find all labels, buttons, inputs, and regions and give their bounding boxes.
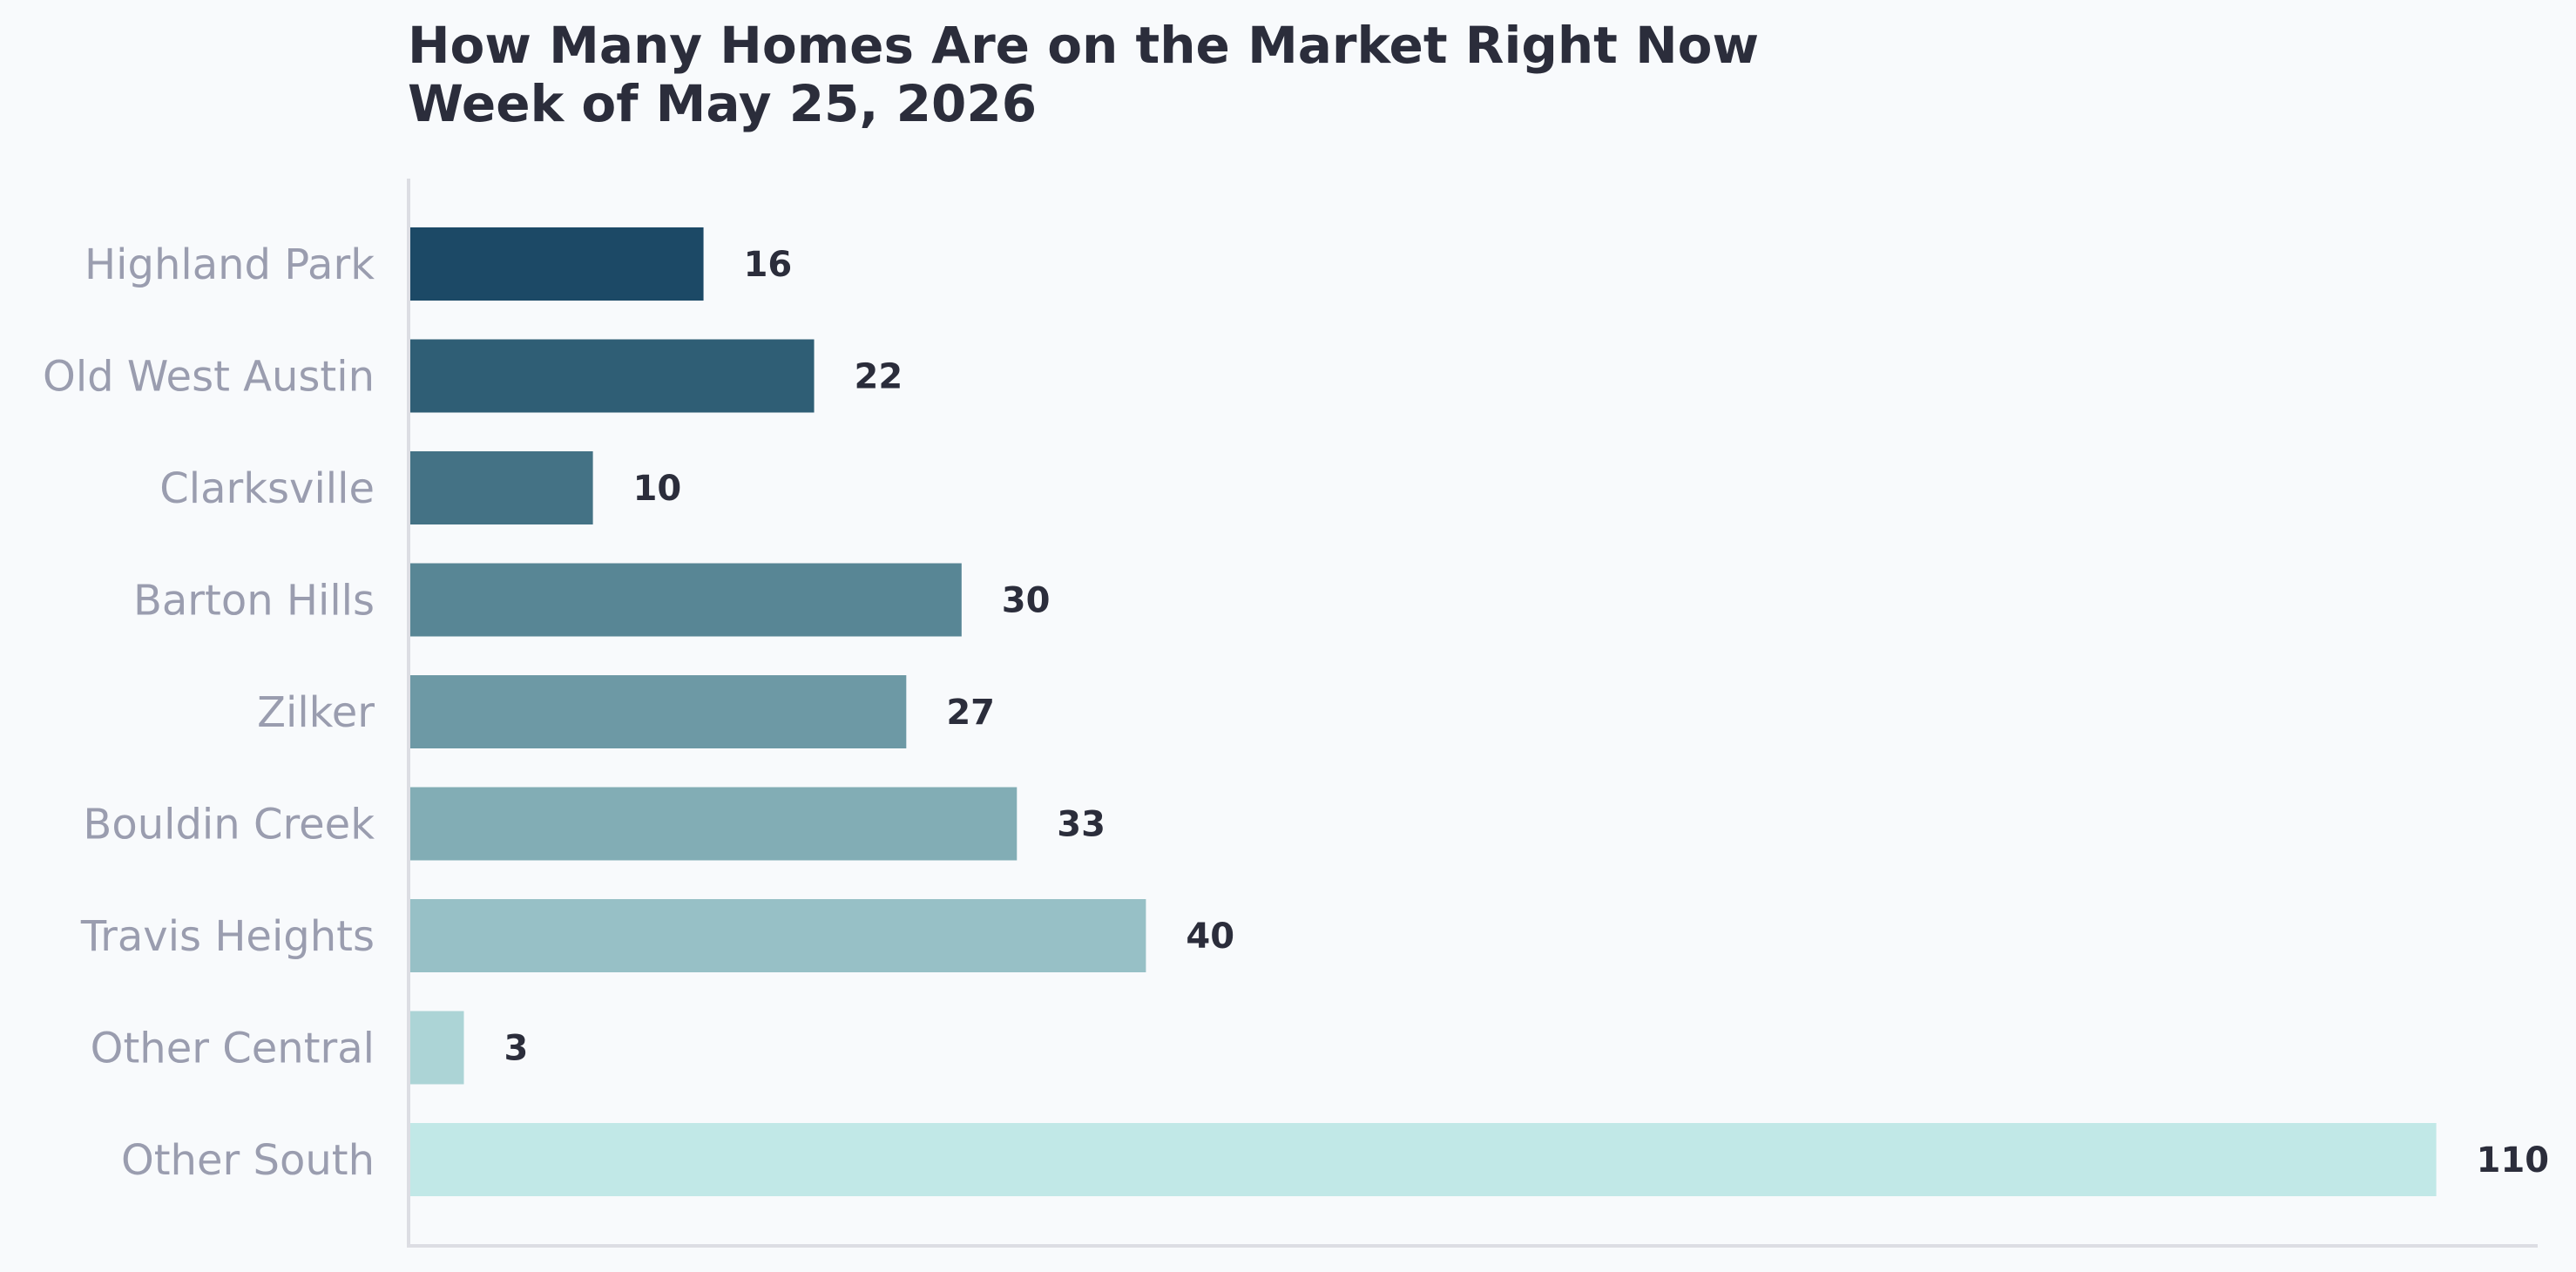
value-labels-group: 16 22 10 30 27 33 40 3 110 <box>504 245 2549 1181</box>
category-label-highland-park: Highland Park <box>85 240 375 289</box>
bar-zilker <box>409 675 907 748</box>
value-label-other-south: 110 <box>2477 1140 2550 1181</box>
value-label-clarksville: 10 <box>633 469 682 509</box>
bar-bouldin-creek <box>409 787 1018 861</box>
category-label-old-west-austin: Old West Austin <box>43 353 375 402</box>
bar-clarksville <box>409 451 593 524</box>
bar-highland-park <box>409 227 704 301</box>
value-label-barton-hills: 30 <box>1002 581 1051 621</box>
value-label-travis-heights: 40 <box>1186 917 1234 957</box>
value-label-zilker: 27 <box>946 693 995 733</box>
value-label-bouldin-creek: 33 <box>1057 805 1105 845</box>
category-label-clarksville: Clarksville <box>159 464 375 513</box>
chart-title: How Many Homes Are on the Market Right N… <box>408 16 1759 75</box>
bars-group <box>409 227 2437 1196</box>
value-label-other-central: 3 <box>504 1029 528 1069</box>
bar-barton-hills <box>409 563 962 637</box>
category-label-zilker: Zilker <box>257 688 375 737</box>
value-label-old-west-austin: 22 <box>855 357 903 397</box>
category-label-travis-heights: Travis Heights <box>80 912 375 961</box>
category-label-other-central: Other Central <box>91 1025 375 1073</box>
bar-other-central <box>409 1011 464 1085</box>
chart-subtitle: Week of May 25, 2026 <box>408 74 1037 133</box>
category-labels-group: Highland Park Old West Austin Clarksville B… <box>43 240 375 1185</box>
bar-other-south <box>409 1123 2437 1196</box>
bar-travis-heights <box>409 899 1146 972</box>
value-label-highland-park: 16 <box>744 245 793 285</box>
category-label-other-south: Other South <box>121 1136 375 1185</box>
category-label-barton-hills: Barton Hills <box>133 577 375 626</box>
category-label-bouldin-creek: Bouldin Creek <box>83 801 375 849</box>
bar-old-west-austin <box>409 339 815 413</box>
